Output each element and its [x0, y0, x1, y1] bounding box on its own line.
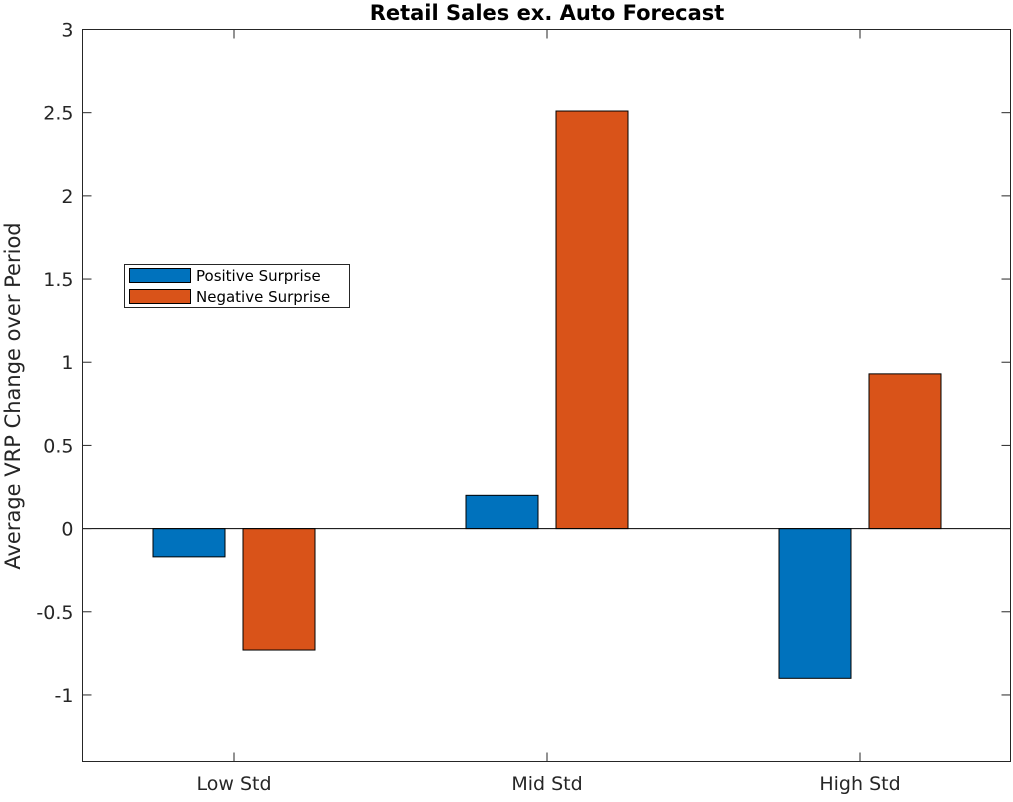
- legend-swatch: [129, 289, 191, 304]
- y-tick-label: 1: [61, 352, 73, 374]
- y-tick-label: 2.5: [43, 103, 73, 125]
- x-tick-label: Mid Std: [511, 773, 582, 795]
- legend: Positive Surprise Negative Surprise: [124, 264, 350, 308]
- y-tick-label: -0.5: [36, 602, 73, 624]
- x-tick-label: High Std: [819, 773, 900, 795]
- ticks-layer: -1 -0.5 0 0.5 1 1.5 2 2.5 3 Low Std Mid Std High St…: [36, 20, 1011, 795]
- bar-negative-low-std: [242, 528, 316, 651]
- chart-title: Retail Sales ex. Auto Forecast: [370, 1, 725, 25]
- y-tick-label: 2: [61, 186, 73, 208]
- bars-layer: [82, 110, 1011, 679]
- legend-label: Positive Surprise: [196, 267, 321, 285]
- y-tick-label: -1: [55, 685, 74, 707]
- y-tick-label: 3: [61, 20, 73, 42]
- y-axis-label: Average VRP Change over Period: [1, 222, 25, 569]
- legend-swatch: [129, 268, 191, 283]
- bar-positive-mid-std: [465, 494, 539, 530]
- y-tick-label: 0.5: [43, 435, 73, 457]
- x-tick-label: Low Std: [196, 773, 271, 795]
- bar-negative-high-std: [868, 373, 942, 530]
- bar-negative-mid-std: [555, 110, 629, 530]
- bar-positive-high-std: [778, 528, 852, 679]
- bar-positive-low-std: [152, 528, 226, 558]
- y-tick-label: 0: [61, 519, 73, 541]
- legend-label: Negative Surprise: [196, 288, 330, 306]
- y-tick-label: 1.5: [43, 269, 73, 291]
